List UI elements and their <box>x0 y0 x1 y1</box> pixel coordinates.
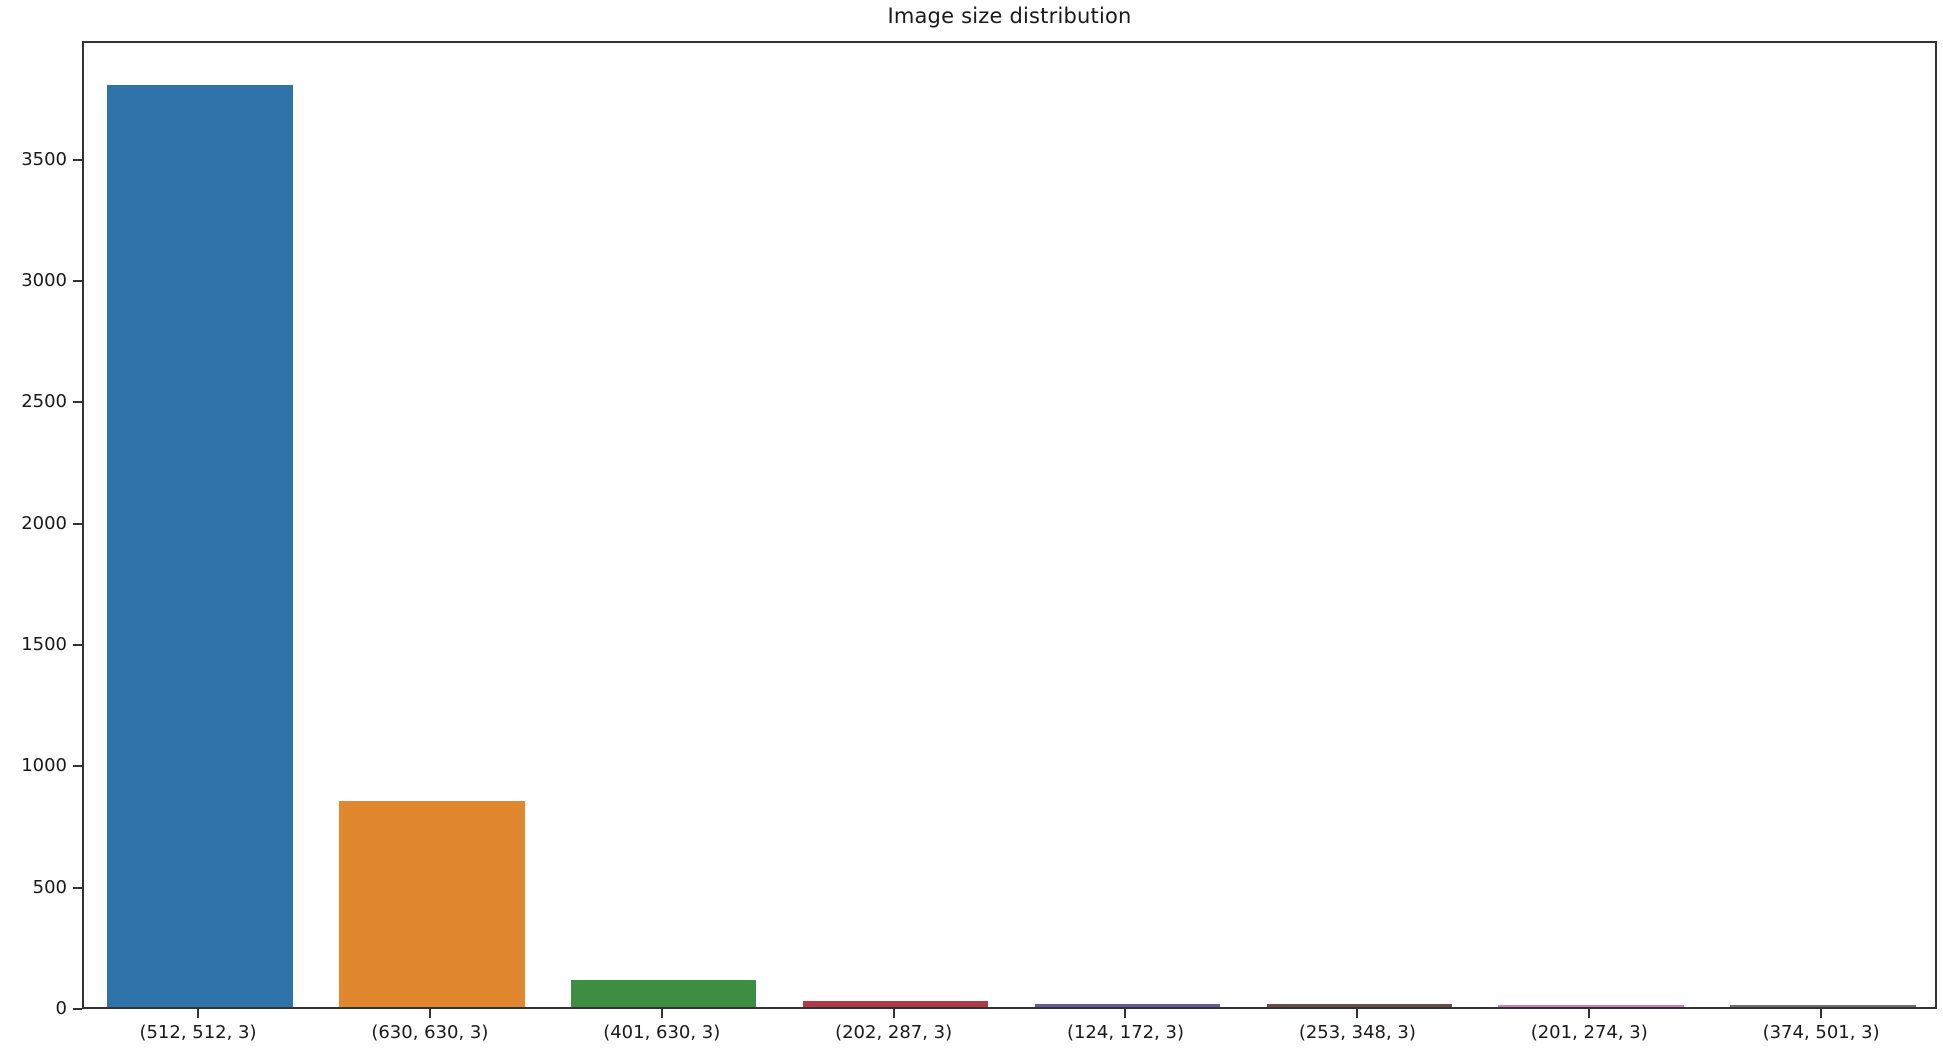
bar <box>107 85 293 1007</box>
y-tick-mark <box>73 158 82 161</box>
x-tick-mark <box>892 1009 895 1018</box>
y-tick-mark <box>73 644 82 647</box>
x-tick-label: (512, 512, 3) <box>139 1022 257 1043</box>
bar <box>1730 1005 1916 1007</box>
plot-area <box>82 41 1937 1009</box>
y-tick-label: 3000 <box>21 270 67 292</box>
x-tick-mark <box>1356 1009 1359 1018</box>
x-tick-label: (401, 630, 3) <box>603 1022 721 1043</box>
bar <box>1266 1004 1453 1007</box>
x-tick-label: (202, 287, 3) <box>835 1022 953 1043</box>
bar <box>1034 1003 1221 1007</box>
x-tick-mark <box>1588 1009 1591 1018</box>
y-tick-mark <box>73 886 82 889</box>
x-tick-label: (630, 630, 3) <box>371 1022 489 1043</box>
y-tick-mark <box>73 280 82 283</box>
y-tick-mark <box>73 522 82 525</box>
x-tick-mark <box>1124 1009 1127 1018</box>
x-tick-label: (124, 172, 3) <box>1066 1022 1185 1043</box>
y-tick-label: 3500 <box>21 148 67 170</box>
bar <box>339 800 525 1007</box>
y-tick-label: 500 <box>32 876 67 898</box>
y-tick-label: 1500 <box>21 634 67 656</box>
x-tick-label: (253, 348, 3) <box>1298 1022 1416 1043</box>
chart-title: Image size distribution <box>887 4 1132 28</box>
x-tick-mark <box>1820 1009 1823 1018</box>
x-tick-label: (374, 501, 3) <box>1762 1022 1880 1043</box>
y-tick-label: 1000 <box>21 755 67 777</box>
y-tick-label: 0 <box>55 998 67 1019</box>
y-tick-mark <box>73 401 82 404</box>
x-tick-mark <box>660 1009 663 1018</box>
bar <box>1498 1004 1684 1007</box>
bar <box>802 1000 989 1007</box>
y-tick-mark <box>73 765 82 768</box>
y-tick-label: 2000 <box>21 512 67 534</box>
x-tick-mark <box>196 1009 199 1018</box>
bars-layer <box>84 43 1935 1007</box>
x-tick-label: (201, 274, 3) <box>1530 1022 1648 1043</box>
bar <box>570 980 757 1007</box>
x-tick-mark <box>428 1009 431 1018</box>
y-tick-mark <box>73 1008 82 1010</box>
y-tick-label: 2500 <box>21 391 67 413</box>
